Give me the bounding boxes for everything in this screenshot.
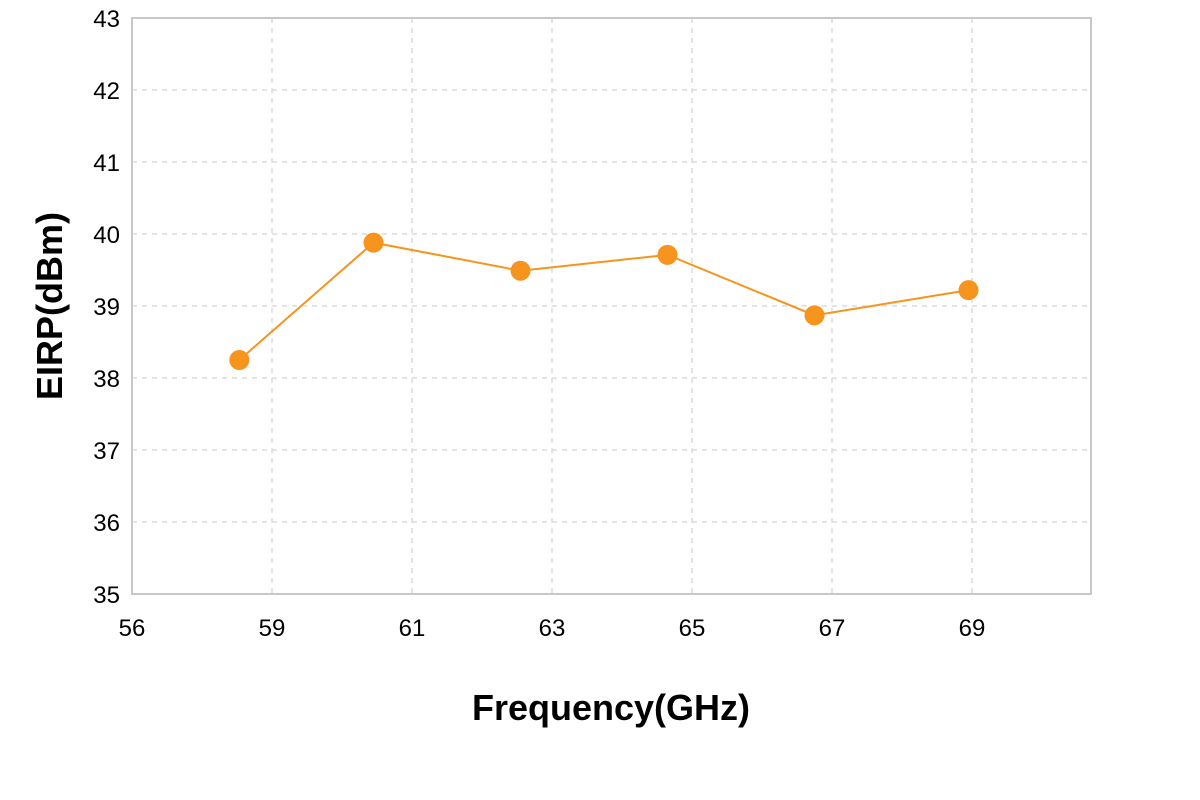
y-tick-label: 37 <box>93 438 120 465</box>
y-tick-label: 40 <box>93 222 120 249</box>
data-point <box>657 244 678 265</box>
y-tick-label: 36 <box>93 510 120 537</box>
grid-lines <box>132 18 1091 594</box>
data-point <box>363 232 384 253</box>
y-tick-label: 41 <box>93 150 120 177</box>
x-axis-title: Frequency(GHz) <box>472 687 750 728</box>
x-tick-label: 61 <box>399 615 426 642</box>
plot-area-frame <box>131 17 1092 595</box>
x-tick-label: 63 <box>539 615 566 642</box>
data-point <box>510 260 531 281</box>
y-tick-label: 43 <box>93 6 120 33</box>
data-point <box>958 280 979 301</box>
data-point <box>804 305 825 326</box>
y-axis-title: EIRP(dBm) <box>29 212 70 400</box>
y-tick-label: 42 <box>93 78 120 105</box>
x-tick-label: 65 <box>679 615 706 642</box>
y-tick-label: 35 <box>93 582 120 609</box>
data-point <box>229 350 250 370</box>
series-line <box>238 241 969 361</box>
x-tick-label: 69 <box>959 615 986 642</box>
y-tick-label: 38 <box>93 366 120 393</box>
series-layer <box>229 232 979 370</box>
x-tick-label: 67 <box>819 615 846 642</box>
y-tick-label: 39 <box>93 294 120 321</box>
x-tick-label: 56 <box>119 615 146 642</box>
x-axis-tick-labels: 56 59 61 63 65 67 69 <box>119 615 986 642</box>
y-axis-tick-labels: 35 36 37 38 39 40 41 42 43 <box>93 6 120 609</box>
x-tick-label: 59 <box>259 615 286 642</box>
